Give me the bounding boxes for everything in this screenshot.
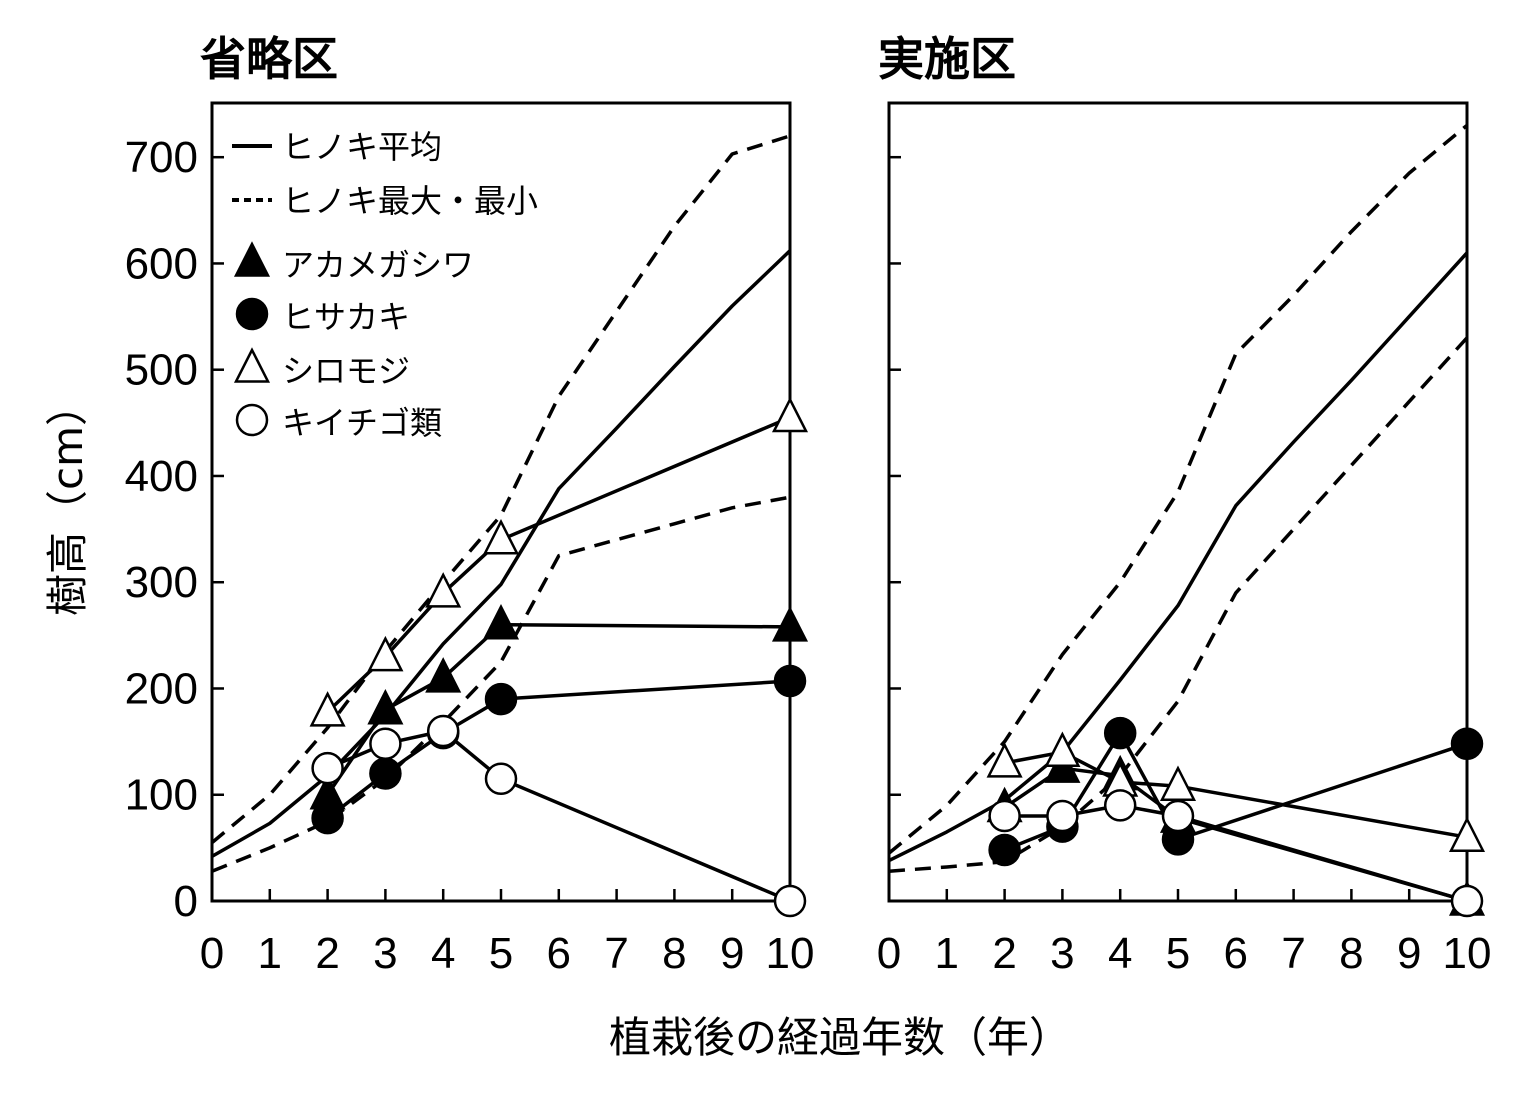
x-tick-label: 8 xyxy=(662,929,686,978)
series-point-6 xyxy=(426,714,460,748)
x-tick-label: 9 xyxy=(1397,929,1421,978)
series-point-6 xyxy=(1046,799,1079,833)
series-line-6 xyxy=(326,729,791,903)
series-line-2 xyxy=(888,336,1469,873)
series-point-3 xyxy=(367,688,404,725)
series-point-5 xyxy=(367,635,404,672)
legend-swatch-marker xyxy=(235,403,269,437)
series-point-4 xyxy=(1103,716,1137,750)
x-tick-label: 8 xyxy=(1339,929,1363,978)
x-tick-label: 4 xyxy=(431,929,455,978)
panel-right: 実施区 0 1 2 3 4 5 6 7 8 9 10 xyxy=(877,32,1492,978)
x-tick-label: 6 xyxy=(547,929,571,978)
series-point-4 xyxy=(988,833,1021,867)
series-line-0 xyxy=(211,249,792,858)
x-tick-label: 10 xyxy=(1443,929,1492,978)
series-point-5 xyxy=(986,742,1023,778)
series-point-4 xyxy=(369,757,402,790)
y-tick-label: 100 xyxy=(125,771,198,820)
x-tick-label: 0 xyxy=(877,929,901,978)
x-tick-label: 10 xyxy=(766,929,815,978)
panel-title-left: 省略区 xyxy=(200,32,338,86)
series-point-5 xyxy=(1448,816,1486,852)
x-tick-label: 0 xyxy=(200,929,224,978)
y-tick-label: 700 xyxy=(125,133,198,182)
legend-swatch-marker xyxy=(235,297,269,331)
x-tick-label: 7 xyxy=(1281,929,1305,978)
x-tick-label: 4 xyxy=(1108,929,1132,978)
series-point-6 xyxy=(1450,884,1484,918)
series-point-6 xyxy=(773,884,807,918)
series-point-3 xyxy=(425,657,462,693)
x-tick-label: 7 xyxy=(604,929,628,978)
y-tick-label: 500 xyxy=(125,346,198,395)
x-tick-label: 5 xyxy=(1166,929,1190,978)
x-tick-label: 3 xyxy=(373,929,397,978)
series-line-1 xyxy=(887,123,1469,855)
y-axis-title: 樹高（cm） xyxy=(43,384,92,616)
x-axis-title: 植栽後の経過年数（年） xyxy=(609,1013,1071,1062)
panel-title-right: 実施区 xyxy=(878,32,1016,86)
x-tick-label: 3 xyxy=(1050,929,1074,978)
legend-swatch-marker xyxy=(233,347,271,383)
series-point-6 xyxy=(311,751,344,785)
legend-label: シロモジ xyxy=(282,352,410,390)
series-point-5 xyxy=(425,572,462,608)
x-tick-label: 2 xyxy=(992,929,1016,978)
legend-label: ヒサカキ xyxy=(282,298,410,336)
legend-label: ヒノキ最大・最小 xyxy=(282,182,538,220)
y-tick-label: 600 xyxy=(125,239,198,288)
series-point-4 xyxy=(773,664,807,698)
series-line-1 xyxy=(210,134,791,844)
legend-label: アカメガシワ xyxy=(282,246,474,284)
series-point-5 xyxy=(309,691,346,727)
series-point-6 xyxy=(369,727,402,760)
series-point-3 xyxy=(482,603,520,640)
y-tick-label: 200 xyxy=(125,664,198,713)
y-tick-label: 300 xyxy=(125,558,198,607)
series-point-4 xyxy=(311,801,344,835)
series-point-5 xyxy=(771,396,809,433)
series-point-4 xyxy=(484,682,518,716)
x-tick-label: 9 xyxy=(720,929,744,978)
series-point-6 xyxy=(988,799,1021,833)
series-line-2 xyxy=(211,495,791,873)
y-tick-label: 0 xyxy=(174,877,198,926)
y-tick-label: 400 xyxy=(125,452,198,501)
x-tick-label: 2 xyxy=(315,929,339,978)
legend-label: ヒノキ平均 xyxy=(282,128,442,166)
x-tick-label: 5 xyxy=(489,929,513,978)
legend-label: キイチゴ類 xyxy=(282,404,442,442)
x-tick-label: 6 xyxy=(1224,929,1248,978)
series-point-4 xyxy=(1450,727,1484,760)
series-point-6 xyxy=(484,762,518,796)
series-line-0 xyxy=(888,251,1469,863)
series-point-3 xyxy=(771,606,809,642)
series-point-5 xyxy=(482,518,520,555)
series-point-6 xyxy=(1103,789,1137,822)
x-tick-label: 1 xyxy=(935,929,959,978)
series-point-6 xyxy=(1161,799,1195,833)
legend-swatch-marker xyxy=(233,241,271,277)
series-point-5 xyxy=(1159,765,1197,801)
x-tick-label: 1 xyxy=(258,929,282,978)
series-point-5 xyxy=(1044,731,1081,767)
